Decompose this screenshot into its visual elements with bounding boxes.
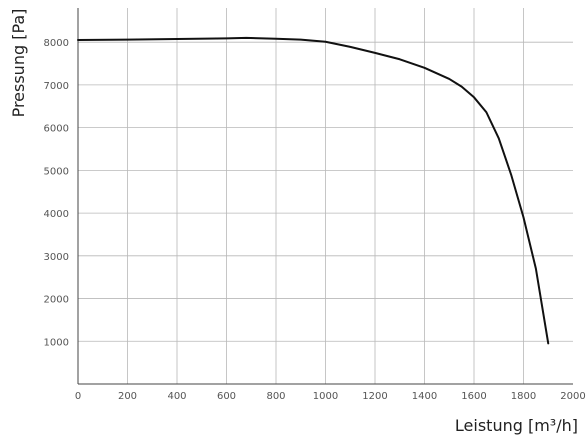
grid bbox=[78, 8, 573, 384]
y-axis-title: Pressung [Pa] bbox=[9, 9, 28, 118]
x-tick-label: 1400 bbox=[412, 391, 437, 402]
y-tick-label: 1000 bbox=[44, 337, 69, 348]
axes bbox=[77, 8, 573, 385]
x-axis-title: Leistung [m³/h] bbox=[455, 416, 578, 435]
y-tick-label: 8000 bbox=[44, 38, 69, 49]
tick-labels: 0 200 400 600 800 1000 1200 1400 1600 1800 2000 100… bbox=[44, 38, 586, 402]
x-tick-label: 2000 bbox=[560, 391, 585, 402]
x-tick-label: 800 bbox=[266, 391, 285, 402]
y-tick-label: 2000 bbox=[44, 295, 69, 306]
series-layer bbox=[77, 36, 550, 345]
x-tick-label: 1200 bbox=[362, 391, 387, 402]
y-tick-label: 7000 bbox=[44, 81, 69, 92]
y-tick-label: 5000 bbox=[44, 166, 69, 177]
x-tick-label: 200 bbox=[118, 391, 137, 402]
pressure-curve-line bbox=[77, 36, 550, 345]
y-tick-label: 4000 bbox=[44, 209, 69, 220]
y-tick-label: 6000 bbox=[44, 124, 69, 135]
x-tick-label: 1000 bbox=[313, 391, 338, 402]
x-tick-label: 1800 bbox=[511, 391, 536, 402]
x-tick-label: 0 bbox=[75, 391, 81, 402]
x-tick-label: 600 bbox=[217, 391, 236, 402]
x-tick-label: 1600 bbox=[461, 391, 486, 402]
x-tick-label: 400 bbox=[167, 391, 186, 402]
y-tick-label: 3000 bbox=[44, 252, 69, 263]
